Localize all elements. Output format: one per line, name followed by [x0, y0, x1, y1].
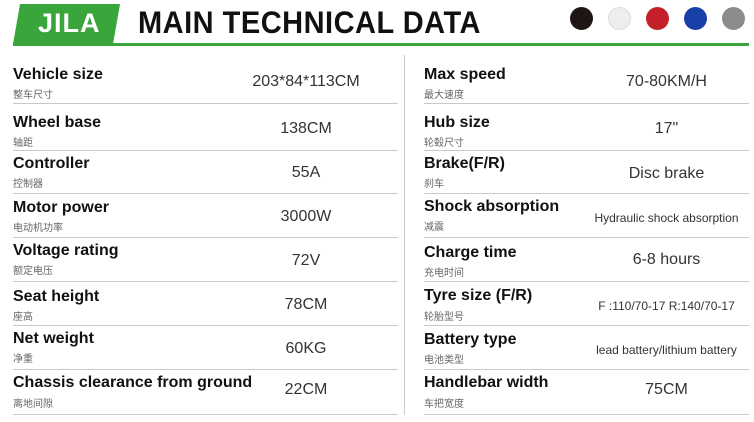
- row-divider: [13, 150, 398, 151]
- color-swatch-red: [646, 7, 669, 30]
- row-divider: [13, 281, 398, 282]
- color-swatch-gray: [722, 7, 745, 30]
- spec-row: Shock absorption 减震 Hydraulic shock abso…: [424, 194, 749, 238]
- spec-table-right: Max speed 最大速度 70-80KM/H Hub size 轮毂尺寸 1…: [424, 55, 749, 415]
- spec-label: Controller: [13, 155, 90, 172]
- spec-label-cn: 整车尺寸: [13, 90, 53, 101]
- spec-label: Wheel base: [13, 114, 102, 131]
- spec-row: Chassis clearance from ground 离地间隙 22CM: [13, 370, 398, 415]
- spec-value: 3000W: [280, 208, 332, 225]
- spec-value: 17": [654, 120, 679, 137]
- spec-label: Voltage rating: [13, 242, 119, 259]
- color-swatch-blue: [684, 7, 707, 30]
- spec-value: F :110/70-17 R:140/70-17: [598, 299, 735, 313]
- spec-label-cn: 控制器: [13, 179, 43, 190]
- header: JILA MAIN TECHNICAL DATA: [0, 0, 754, 48]
- spec-row: Motor power 电动机功率 3000W: [13, 194, 398, 238]
- column-divider: [404, 55, 405, 415]
- spec-label-cn: 额定电压: [13, 266, 53, 277]
- spec-label-cn: 车把宽度: [424, 399, 464, 410]
- spec-row: Charge time 充电时间 6-8 hours: [424, 238, 749, 282]
- row-divider: [424, 150, 749, 151]
- row-divider: [424, 369, 749, 370]
- spec-label-cn: 电动机功率: [13, 223, 63, 234]
- spec-value: 6-8 hours: [632, 251, 701, 268]
- spec-label: Handlebar width: [424, 374, 549, 391]
- row-divider: [424, 193, 749, 194]
- row-divider: [424, 103, 749, 104]
- spec-value: 60KG: [285, 340, 327, 357]
- row-divider: [13, 237, 398, 238]
- spec-row: Max speed 最大速度 70-80KM/H: [424, 55, 749, 104]
- row-divider: [13, 325, 398, 326]
- spec-label: Chassis clearance from ground: [13, 374, 253, 391]
- spec-label-cn: 离地间隙: [13, 399, 53, 410]
- color-swatch-white: [608, 7, 631, 30]
- spec-row: Hub size 轮毂尺寸 17": [424, 104, 749, 151]
- spec-row: Seat height 座高 78CM: [13, 282, 398, 326]
- spec-value: 70-80KM/H: [626, 73, 707, 90]
- row-divider: [424, 281, 749, 282]
- row-divider: [13, 193, 398, 194]
- spec-value: 75CM: [645, 381, 688, 398]
- spec-label-cn: 轮胎型号: [424, 312, 464, 323]
- spec-value: 22CM: [284, 381, 328, 398]
- spec-row: Tyre size (F/R) 轮胎型号 F :110/70-17 R:140/…: [424, 282, 749, 326]
- spec-label: Battery type: [424, 331, 517, 348]
- spec-label: Tyre size (F/R): [424, 287, 533, 304]
- spec-label: Seat height: [13, 288, 100, 305]
- spec-label: Shock absorption: [424, 198, 560, 215]
- page-title: MAIN TECHNICAL DATA: [138, 6, 481, 41]
- spec-row: Controller 控制器 55A: [13, 151, 398, 194]
- row-divider: [13, 103, 398, 104]
- header-underline: [13, 43, 749, 46]
- spec-label: Brake(F/R): [424, 155, 505, 172]
- spec-value: Hydraulic shock absorption: [594, 211, 739, 225]
- spec-row: Handlebar width 车把宽度 75CM: [424, 370, 749, 415]
- spec-label: Max speed: [424, 66, 506, 83]
- spec-label-cn: 净重: [13, 354, 33, 365]
- spec-value: 138CM: [280, 120, 332, 137]
- color-swatch-black: [570, 7, 593, 30]
- brand-name: JILA: [38, 8, 101, 38]
- spec-value: lead battery/lithium battery: [596, 343, 737, 357]
- spec-value: 78CM: [284, 296, 328, 313]
- spec-row: Vehicle size 整车尺寸 203*84*113CM: [13, 55, 398, 104]
- spec-label-cn: 刹车: [424, 179, 444, 190]
- spec-label: Motor power: [13, 199, 109, 216]
- spec-value: Disc brake: [628, 165, 705, 182]
- spec-label-cn: 减震: [424, 222, 444, 233]
- row-divider: [424, 237, 749, 238]
- row-divider: [424, 414, 749, 415]
- spec-value: 72V: [291, 252, 321, 269]
- spec-row: Wheel base 轴距 138CM: [13, 104, 398, 151]
- spec-label: Charge time: [424, 244, 517, 261]
- spec-label: Vehicle size: [13, 66, 103, 83]
- spec-label-cn: 座高: [13, 312, 33, 323]
- spec-label-cn: 最大速度: [424, 90, 464, 101]
- row-divider: [424, 325, 749, 326]
- spec-label-cn: 轮毂尺寸: [424, 138, 464, 149]
- spec-table-left: Vehicle size 整车尺寸 203*84*113CM Wheel bas…: [13, 55, 398, 415]
- spec-row: Battery type 电池类型 lead battery/lithium b…: [424, 326, 749, 370]
- row-divider: [13, 369, 398, 370]
- spec-label: Net weight: [13, 330, 94, 347]
- spec-label-cn: 轴距: [13, 138, 33, 149]
- spec-label-cn: 充电时间: [424, 268, 464, 279]
- spec-value: 55A: [291, 164, 321, 181]
- spec-value: 203*84*113CM: [252, 73, 360, 90]
- spec-row: Net weight 净重 60KG: [13, 326, 398, 370]
- spec-row: Voltage rating 额定电压 72V: [13, 238, 398, 282]
- spec-label-cn: 电池类型: [424, 355, 464, 366]
- spec-row: Brake(F/R) 刹车 Disc brake: [424, 151, 749, 194]
- spec-label: Hub size: [424, 114, 490, 131]
- row-divider: [13, 414, 398, 415]
